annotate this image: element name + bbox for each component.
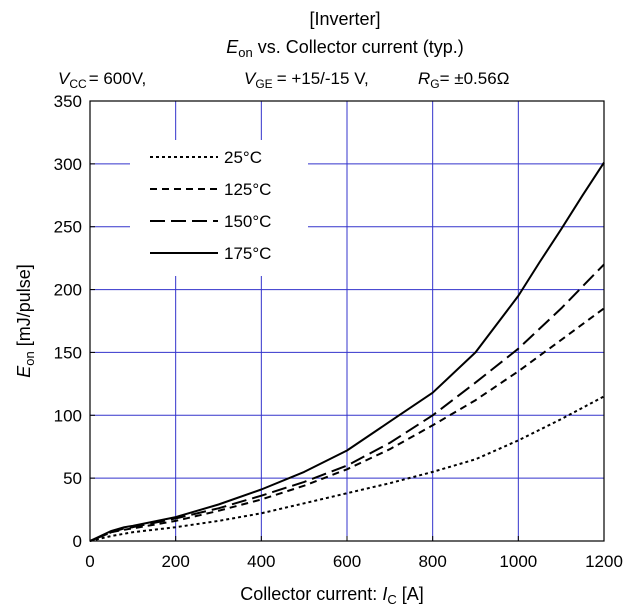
series-line-150C [89,263,605,542]
x-tick-label: 400 [247,552,275,571]
y-tick-label: 0 [73,532,82,551]
plot-frame [89,100,605,542]
y-tick-label: 350 [54,92,82,111]
y-axis-label: Eon [mJ/pulse] [14,264,37,378]
series-line-125C [89,307,605,542]
x-tick-label: 200 [161,552,189,571]
chart-title-line1: [Inverter] [309,9,380,29]
series-lines [89,162,605,542]
x-tick-label: 800 [418,552,446,571]
legend-label: 25°C [224,148,262,167]
x-axis-label: Collector current: IC [A] [240,584,423,607]
x-tick-label: 1000 [499,552,537,571]
y-tick-label: 50 [63,469,82,488]
x-tick-labels: 0 200 400 600 800 1000 1200 [85,552,623,571]
x-tick-label: 0 [85,552,94,571]
y-tick-label: 200 [54,281,82,300]
series-line-175C [89,162,605,542]
x-tick-label: 600 [333,552,361,571]
chart-title-line2: Eon vs. Collector current (typ.) [226,37,464,60]
y-tick-label: 100 [54,406,82,425]
chart-conditions: VCC = 600V, VGE = +15/-15 V, RG= ±0.56Ω [58,69,509,91]
legend-background [130,140,308,276]
legend-label: 125°C [224,180,271,199]
legend-label: 150°C [224,212,271,231]
y-tick-label: 250 [54,218,82,237]
grid-lines [90,101,604,541]
y-tick-label: 150 [54,343,82,362]
y-tick-labels: 0 50 100 150 200 250 300 350 [54,92,82,551]
x-tick-label: 1200 [585,552,623,571]
y-tick-label: 300 [54,155,82,174]
legend: 25°C 125°C 150°C 175°C [150,148,271,263]
legend-label: 175°C [224,244,271,263]
series-line-25C [89,395,605,542]
